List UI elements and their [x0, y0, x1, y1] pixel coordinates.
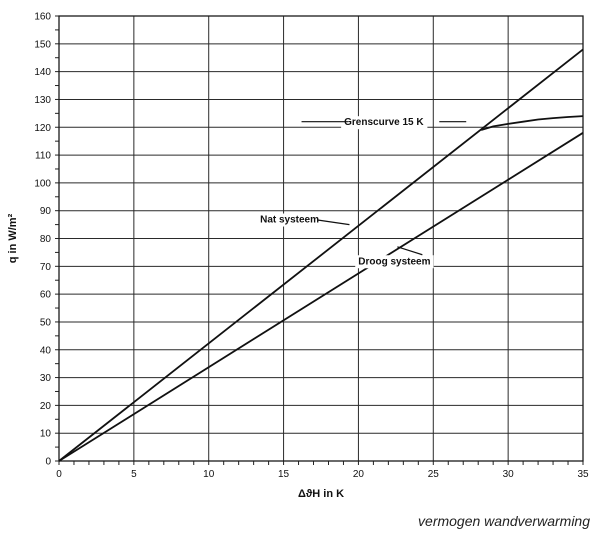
y-tick-label: 70: [40, 262, 52, 273]
y-tick-label: 140: [34, 67, 51, 78]
x-tick-labels: 0 5 10 15 20 25 30 35: [56, 469, 589, 480]
annotation-droog-systeem: Droog systeem: [358, 256, 430, 267]
x-axis-label: ΔϑH in K: [298, 488, 344, 500]
x-tick-label: 10: [203, 469, 215, 480]
annotation-grenscurve-15-k: Grenscurve 15 K: [344, 117, 424, 128]
y-tick-label: 80: [40, 234, 52, 245]
annotation-leader: [397, 247, 422, 255]
annotation-leader: [318, 220, 350, 225]
annotation-nat-systeem: Nat systeem: [260, 215, 319, 226]
x-tick-label: 0: [56, 469, 62, 480]
figure-caption: vermogen wandverwarming: [360, 513, 590, 529]
y-tick-label: 160: [34, 12, 51, 23]
y-tick-label: 100: [34, 178, 51, 189]
x-tick-label: 15: [278, 469, 290, 480]
series-line-droog-systeem: [59, 133, 583, 461]
y-tick-label: 40: [40, 345, 52, 356]
y-tick-label: 130: [34, 95, 51, 106]
y-tick-label: 110: [35, 151, 51, 162]
y-tick-label: 30: [40, 373, 52, 384]
y-tick-label: 20: [40, 401, 52, 412]
x-tick-label: 30: [503, 469, 515, 480]
y-tick-label: 90: [40, 206, 52, 217]
y-tick-labels: 0 10 20 30 40 50 60 70 80 90 100 110 120 130 140 150 160: [34, 12, 51, 468]
grid: [59, 16, 583, 461]
y-tick-label: 10: [40, 429, 52, 440]
y-tick-label: 120: [34, 123, 51, 134]
x-tick-label: 35: [577, 469, 589, 480]
y-tick-label: 60: [40, 290, 52, 301]
series-lines: [59, 49, 583, 461]
x-tick-label: 5: [131, 469, 137, 480]
x-tick-label: 20: [353, 469, 365, 480]
y-axis-label: q in W/m²: [7, 213, 19, 263]
x-tick-label: 25: [428, 469, 440, 480]
series-line-nat-systeem: [59, 49, 583, 461]
y-tick-label: 50: [40, 317, 52, 328]
y-tick-label: 150: [34, 39, 51, 50]
y-tick-label: 0: [45, 457, 51, 468]
annotations: Grenscurve 15 K Nat systeem Droog systeem: [257, 116, 466, 268]
